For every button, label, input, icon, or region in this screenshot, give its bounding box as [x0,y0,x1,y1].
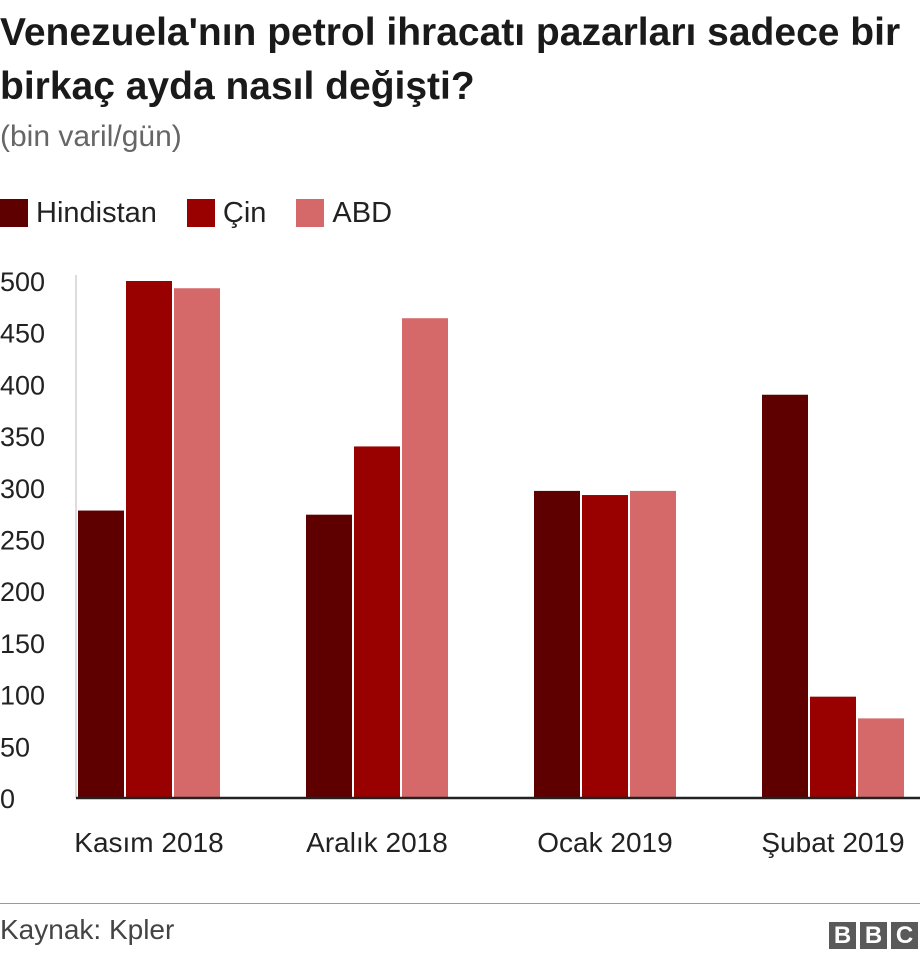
y-tick-label: 300 [0,474,45,504]
bar [858,718,904,798]
x-tick-label: Aralık 2018 [306,827,448,858]
bar-chart: 0 50 100 150 200 250 300 350 400 450 500 Kasım 2018… [0,267,920,858]
legend-label-abd: ABD [332,196,393,229]
y-tick-label: 100 [0,681,45,711]
bar [126,281,172,798]
bar [534,490,580,798]
legend: Hindistan Çin ABD [0,196,422,230]
bbc-logo-letter: B [860,922,887,949]
legend-item-cin: Çin [186,196,267,230]
legend-item-hindistan: Hindistan [0,197,157,230]
y-tick-label: 350 [0,422,45,452]
y-tick-label: 400 [0,370,45,400]
legend-swatch-abd [296,199,325,227]
legend-swatch-cin [186,199,215,227]
bar [174,288,220,798]
bar [630,490,676,798]
bar [78,510,124,798]
y-tick-label: 250 [0,526,45,556]
y-tick-label: 150 [0,629,45,659]
legend-swatch-hindistan [0,199,28,227]
bar [582,495,628,798]
bar [354,446,400,798]
y-tick-label: 500 [0,267,45,297]
chart-subtitle: (bin varil/gün) [0,120,182,153]
y-tick-label: 50 [0,732,30,762]
legend-label-cin: Çin [222,196,267,229]
chart-title: Venezuela'nın petrol ihracatı pazarları … [0,11,901,108]
bar [306,514,352,798]
bbc-logo: B B C [825,922,918,949]
x-tick-label: Şubat 2019 [761,827,904,858]
footer-divider [0,903,920,904]
legend-label-hindistan: Hindistan [36,196,157,229]
legend-item-abd: ABD [296,197,392,230]
x-tick-label: Kasım 2018 [74,827,223,858]
y-tick-label: 450 [0,319,45,349]
bbc-logo-letter: B [829,922,856,949]
bar [762,394,808,798]
x-tick-label: Ocak 2019 [537,827,672,858]
bbc-logo-letter: C [891,922,918,949]
bar [810,696,856,798]
bar [402,318,448,798]
source-note: Kaynak: Kpler [0,914,175,945]
y-tick-label: 200 [0,577,45,607]
y-tick-label: 0 [0,784,15,814]
